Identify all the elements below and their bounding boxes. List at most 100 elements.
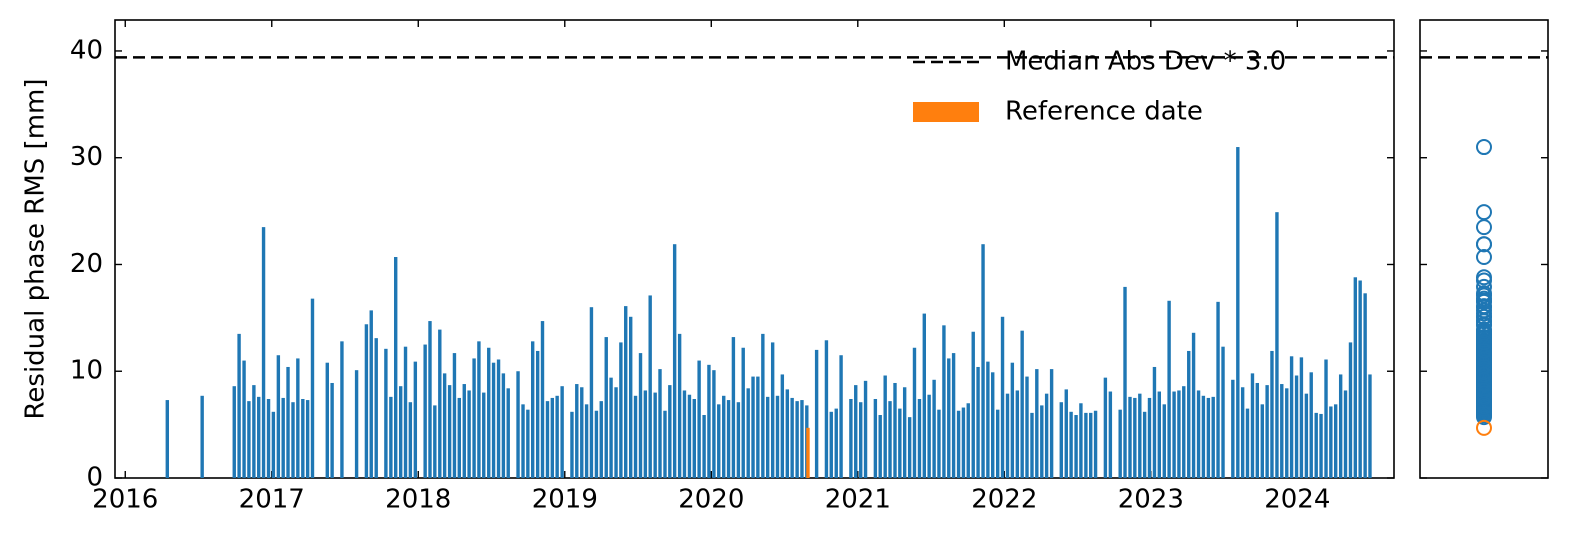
bar — [501, 373, 506, 478]
bar — [1177, 390, 1181, 478]
x-tick-label: 2018 — [385, 485, 451, 515]
side-point — [1476, 298, 1492, 315]
bar — [829, 411, 833, 478]
bar — [1201, 395, 1206, 478]
side-point — [1476, 338, 1492, 355]
bar — [834, 408, 838, 478]
bar — [1044, 393, 1049, 478]
bar — [1133, 397, 1137, 478]
bar — [604, 337, 608, 478]
bar — [814, 349, 819, 478]
bar — [423, 344, 427, 478]
side-point — [1476, 139, 1492, 156]
bar — [917, 398, 922, 478]
bar — [271, 411, 276, 478]
bar — [413, 361, 418, 478]
bar — [996, 409, 1000, 478]
bar — [1363, 293, 1367, 478]
bar — [849, 398, 853, 478]
bar — [1059, 402, 1063, 478]
bar — [663, 410, 667, 478]
side-point — [1476, 293, 1492, 310]
bar — [1157, 391, 1161, 478]
bar — [888, 401, 892, 478]
bar — [859, 402, 863, 478]
bar — [1035, 369, 1039, 478]
bar — [1138, 393, 1142, 478]
bar — [1275, 212, 1279, 478]
bar — [883, 375, 887, 478]
bar — [1084, 412, 1088, 478]
bar — [961, 407, 966, 478]
side-point — [1476, 269, 1492, 286]
bar — [594, 410, 599, 478]
bar — [1353, 277, 1358, 478]
side-point — [1476, 219, 1492, 236]
bar — [296, 358, 300, 478]
x-tick-label: 2020 — [678, 485, 744, 515]
bar — [893, 382, 897, 478]
bar — [1309, 372, 1313, 478]
bar — [1231, 379, 1235, 478]
bar — [1103, 377, 1108, 478]
bar — [1049, 369, 1054, 478]
bar — [1123, 286, 1127, 478]
x-tick-label: 2022 — [971, 485, 1037, 515]
bar — [795, 401, 799, 478]
bar — [873, 398, 878, 478]
side-point — [1476, 249, 1492, 266]
bar — [1108, 391, 1113, 478]
bar — [428, 321, 432, 478]
bar — [1187, 350, 1191, 478]
bar — [247, 401, 251, 478]
bar — [775, 395, 780, 478]
bar — [1064, 389, 1068, 478]
bar — [237, 333, 241, 478]
bar — [1089, 412, 1093, 478]
bar — [1250, 373, 1255, 478]
bar — [687, 394, 692, 478]
bar — [1348, 342, 1353, 478]
x-tick-label: 2016 — [92, 485, 158, 515]
bar — [1147, 397, 1152, 478]
bar — [281, 397, 285, 478]
bar — [790, 397, 794, 478]
bar — [310, 298, 315, 478]
bar — [942, 325, 946, 478]
bar — [560, 386, 564, 478]
bar — [922, 313, 927, 478]
bar — [330, 382, 334, 478]
bar — [746, 388, 750, 478]
bar — [257, 396, 261, 478]
bar — [491, 362, 496, 478]
bar — [1079, 403, 1083, 478]
side-point — [1476, 317, 1492, 334]
bar — [599, 401, 603, 478]
bar — [291, 402, 295, 478]
bar — [751, 376, 755, 478]
bar — [1368, 374, 1372, 478]
bar — [305, 400, 310, 478]
bar — [633, 395, 638, 478]
bar — [1000, 316, 1005, 478]
bar — [765, 396, 770, 478]
bar — [722, 395, 726, 478]
bar — [545, 401, 550, 478]
bar — [540, 321, 545, 478]
bar — [629, 316, 633, 478]
bar — [937, 409, 941, 478]
bar — [692, 398, 696, 478]
bar — [624, 306, 628, 478]
bar — [516, 371, 520, 478]
bar — [1319, 413, 1323, 478]
bar — [863, 380, 868, 478]
side-point — [1476, 376, 1492, 393]
bar — [697, 360, 701, 478]
bar — [1236, 147, 1240, 478]
bar — [956, 410, 961, 478]
bar — [1260, 404, 1264, 478]
bar — [619, 342, 623, 478]
bar — [1128, 396, 1132, 478]
side-point — [1476, 285, 1492, 302]
bar — [1040, 405, 1044, 478]
